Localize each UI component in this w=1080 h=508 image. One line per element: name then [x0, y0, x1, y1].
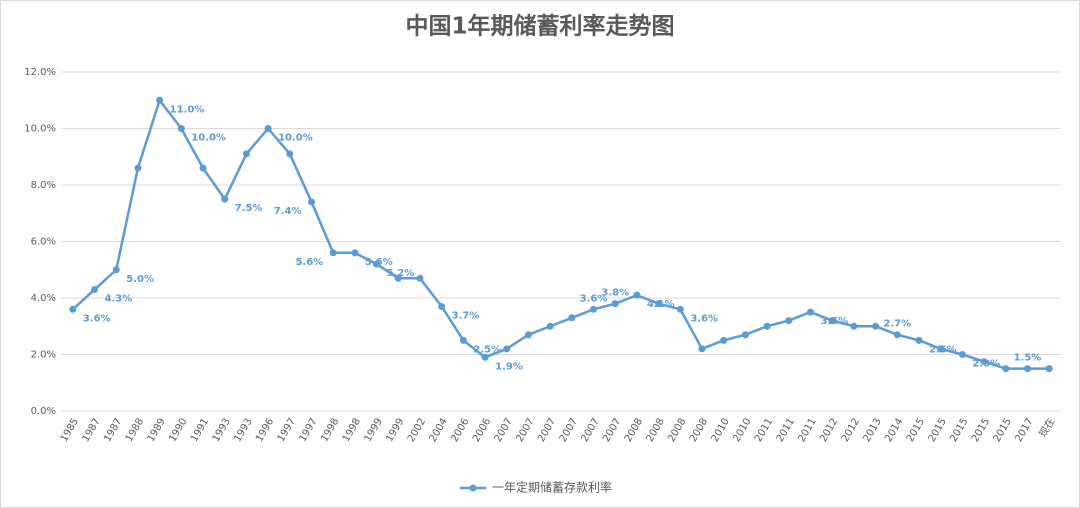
data-label: 3.7% [452, 310, 480, 321]
point [850, 322, 858, 330]
point [676, 305, 684, 313]
point [807, 308, 814, 316]
point [698, 345, 706, 353]
point [655, 300, 663, 308]
point [351, 249, 359, 257]
point [242, 150, 250, 158]
point [741, 331, 749, 339]
point [828, 317, 836, 325]
legend-label: 一年定期储蓄存款利率 [492, 480, 612, 495]
data-label: 4.3% [105, 294, 133, 305]
data-label: 1.9% [495, 361, 523, 372]
point [633, 291, 641, 299]
point [1045, 365, 1053, 373]
data-label: 10.0% [191, 133, 226, 144]
point [763, 322, 771, 330]
point [937, 345, 945, 353]
y-tick-label: 2.0% [31, 350, 56, 361]
point [156, 96, 164, 104]
point [308, 198, 315, 206]
data-label: 3.6% [580, 293, 608, 304]
point [872, 322, 880, 330]
y-tick-label: 6.0% [31, 237, 56, 248]
point [329, 249, 337, 257]
y-tick-label: 4.0% [31, 293, 56, 304]
y-tick-label: 0.0% [31, 406, 56, 417]
legend-marker [469, 484, 477, 492]
point [481, 353, 489, 361]
point [286, 150, 294, 158]
data-label: 5.0% [126, 274, 154, 285]
point [720, 336, 728, 344]
point [1002, 365, 1010, 373]
data-label: 10.0% [278, 133, 313, 144]
y-tick-label: 10.0% [24, 124, 56, 135]
point [112, 266, 120, 274]
point [893, 331, 901, 339]
point [134, 164, 142, 172]
data-label: 5.6% [295, 257, 323, 268]
line [72, 97, 1050, 370]
point [91, 286, 99, 294]
point [611, 300, 619, 308]
point [524, 331, 532, 339]
point [915, 336, 923, 344]
point [459, 336, 467, 344]
data-label: 1.5% [1014, 353, 1042, 364]
data-label: 5.2% [387, 268, 415, 279]
point [264, 125, 272, 132]
point [438, 302, 446, 310]
data-label: 7.4% [274, 206, 302, 217]
y-tick-label: 8.0% [31, 180, 56, 191]
data-label: 3.6% [83, 313, 111, 324]
point [503, 345, 511, 353]
data-label: 3.8% [601, 288, 629, 299]
y-tick-label: 12.0% [24, 67, 56, 78]
point [199, 164, 207, 172]
point [568, 314, 576, 322]
chart-title: 中国1年期储蓄利率走势图 [405, 13, 674, 40]
point [980, 358, 988, 366]
point [416, 274, 424, 282]
point [177, 125, 185, 132]
data-label: 7.5% [235, 203, 263, 214]
point [785, 317, 793, 325]
point [221, 195, 229, 203]
point [546, 322, 554, 330]
point [69, 305, 77, 313]
point [394, 274, 402, 282]
point [590, 305, 598, 313]
data-label: 3.6% [690, 313, 718, 324]
data-label: 11.0% [170, 104, 205, 115]
point [373, 260, 381, 268]
data-label: 2.5% [473, 344, 501, 355]
point [958, 351, 966, 358]
data-label: 2.7% [883, 319, 911, 330]
point [1023, 365, 1031, 373]
